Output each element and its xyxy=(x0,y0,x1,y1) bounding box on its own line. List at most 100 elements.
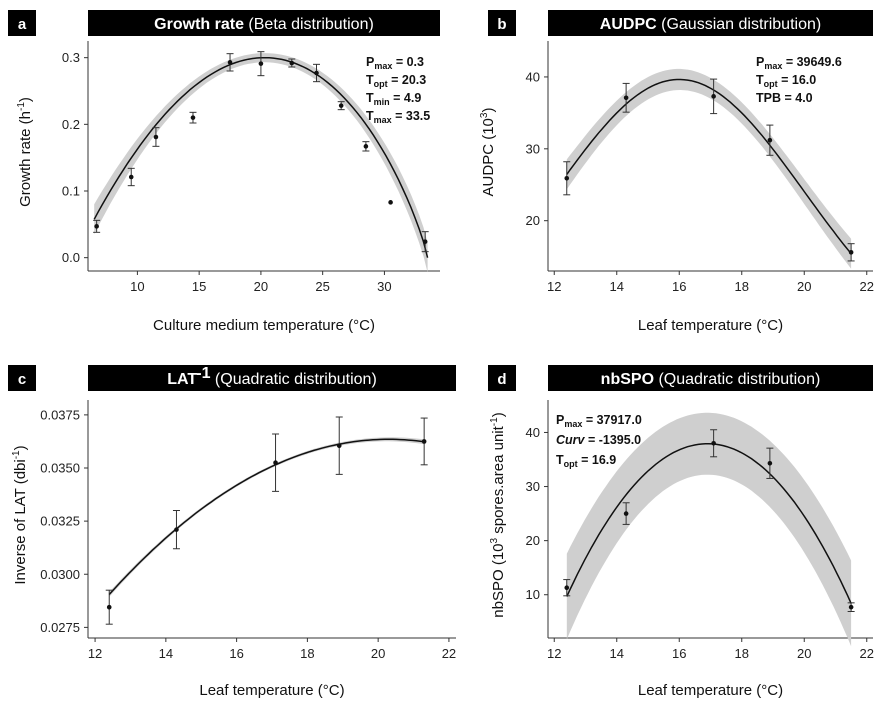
point-marker xyxy=(153,134,159,140)
point-marker xyxy=(273,460,278,465)
data-point xyxy=(312,63,320,83)
point-marker xyxy=(767,137,773,143)
data-point xyxy=(226,53,234,72)
x-axis-label: Leaf temperature (°C) xyxy=(638,682,783,699)
y-tick-label: 40 xyxy=(526,425,540,440)
panel-letter-badge xyxy=(488,365,516,391)
point-marker xyxy=(174,527,179,532)
parameter-annotation: Curv = -1395.0 xyxy=(556,433,641,447)
point-marker xyxy=(106,604,112,610)
y-tick-label: 30 xyxy=(526,141,540,156)
panel-letter: a xyxy=(18,16,27,33)
parameter-annotation: Topt = 20.3 xyxy=(366,73,426,89)
parameter-annotation: Pmax = 37917.0 xyxy=(556,413,642,429)
point-marker xyxy=(623,511,629,516)
data-point xyxy=(172,510,180,550)
x-tick-label: 14 xyxy=(610,646,624,661)
data-point xyxy=(189,111,197,124)
y-tick-label: 0.0375 xyxy=(40,407,80,422)
x-tick-label: 10 xyxy=(130,279,144,294)
point-marker xyxy=(422,239,428,244)
data-point xyxy=(335,416,343,475)
parameter-annotation: Tmin = 4.9 xyxy=(366,91,421,107)
data-point xyxy=(257,51,265,77)
point-marker xyxy=(711,94,716,99)
parameter-annotation: TPB = 4.0 xyxy=(756,91,813,105)
data-point xyxy=(288,58,296,68)
x-tick-label: 22 xyxy=(860,646,874,661)
point-marker xyxy=(848,250,854,255)
data-point xyxy=(847,243,855,262)
data-point xyxy=(152,127,160,147)
y-tick-label: 10 xyxy=(526,587,540,602)
point-marker xyxy=(190,115,196,120)
x-tick-label: 20 xyxy=(797,646,811,661)
point-marker xyxy=(338,103,344,108)
x-axis-label: Leaf temperature (°C) xyxy=(199,682,344,699)
title-bar xyxy=(88,10,440,36)
confidence-band xyxy=(566,412,852,647)
x-tick-label: 14 xyxy=(610,279,624,294)
confidence-band xyxy=(109,437,425,597)
x-tick-label: 15 xyxy=(192,279,206,294)
panel-a: a Growth rate (Beta distribution) 0.0 0.1 0.… xyxy=(8,10,440,334)
y-tick-label: 0.1 xyxy=(62,184,80,199)
y-axis-label: nbSPO (103 spores.area unit-1) xyxy=(489,412,507,617)
fitted-curve xyxy=(108,438,425,596)
point-marker xyxy=(564,175,570,181)
data-point xyxy=(337,101,345,111)
data-point xyxy=(421,231,429,253)
x-axis-label: Leaf temperature (°C) xyxy=(638,317,783,334)
panel-b: b AUDPC (Gaussian distribution) 20 30 40 12 14… xyxy=(479,10,874,334)
x-tick-label: 16 xyxy=(672,646,686,661)
x-tick-label: 22 xyxy=(860,279,874,294)
x-axis-label: Culture medium temperature (°C) xyxy=(153,317,375,334)
x-tick-label: 25 xyxy=(315,279,329,294)
x-tick-label: 18 xyxy=(300,646,314,661)
point-marker xyxy=(623,95,629,101)
y-axis-label: Inverse of LAT (dbi-1) xyxy=(11,445,29,584)
point-marker xyxy=(363,144,369,149)
point-marker xyxy=(128,174,134,180)
panel-letter-badge xyxy=(488,10,516,36)
data-point xyxy=(622,502,630,525)
x-tick-label: 20 xyxy=(254,279,268,294)
x-tick-label: 18 xyxy=(735,279,749,294)
x-tick-label: 16 xyxy=(672,279,686,294)
y-tick-label: 0.2 xyxy=(62,117,80,132)
title-bar xyxy=(548,365,873,391)
y-tick-label: 40 xyxy=(526,69,540,84)
panel-letter: d xyxy=(497,371,506,388)
y-tick-label: 0.0 xyxy=(62,250,80,265)
panel-letter-badge xyxy=(8,10,36,36)
fitted-curve xyxy=(566,442,852,604)
x-tick-label: 12 xyxy=(547,646,561,661)
data-point xyxy=(710,429,718,458)
parameter-annotation: Tmax = 33.5 xyxy=(366,109,430,125)
confidence-band xyxy=(566,68,852,269)
data-point xyxy=(362,141,370,152)
y-tick-label: 0.0300 xyxy=(40,567,80,582)
data-point xyxy=(272,433,280,492)
parameter-annotation: Topt = 16.0 xyxy=(756,73,816,89)
x-tick-label: 20 xyxy=(371,646,385,661)
confidence-band xyxy=(94,53,428,273)
y-tick-label: 0.0350 xyxy=(40,461,80,476)
data-point xyxy=(710,78,718,115)
x-tick-label: 12 xyxy=(88,646,102,661)
data-point xyxy=(388,200,393,205)
y-axis-label: AUDPC (103) xyxy=(479,108,497,197)
point-marker xyxy=(421,439,427,444)
point-marker xyxy=(564,585,570,590)
parameter-annotation: Pmax = 0.3 xyxy=(366,55,424,71)
x-tick-label: 16 xyxy=(229,646,243,661)
y-tick-label: 20 xyxy=(526,213,540,228)
point-marker xyxy=(336,443,342,448)
data-point xyxy=(766,124,774,156)
panel-title: LAT-1 (Quadratic distribution) xyxy=(167,365,377,388)
point-marker xyxy=(227,60,233,65)
data-point xyxy=(622,82,630,113)
point-marker xyxy=(94,224,99,229)
panel-title: Growth rate (Beta distribution) xyxy=(154,16,374,33)
